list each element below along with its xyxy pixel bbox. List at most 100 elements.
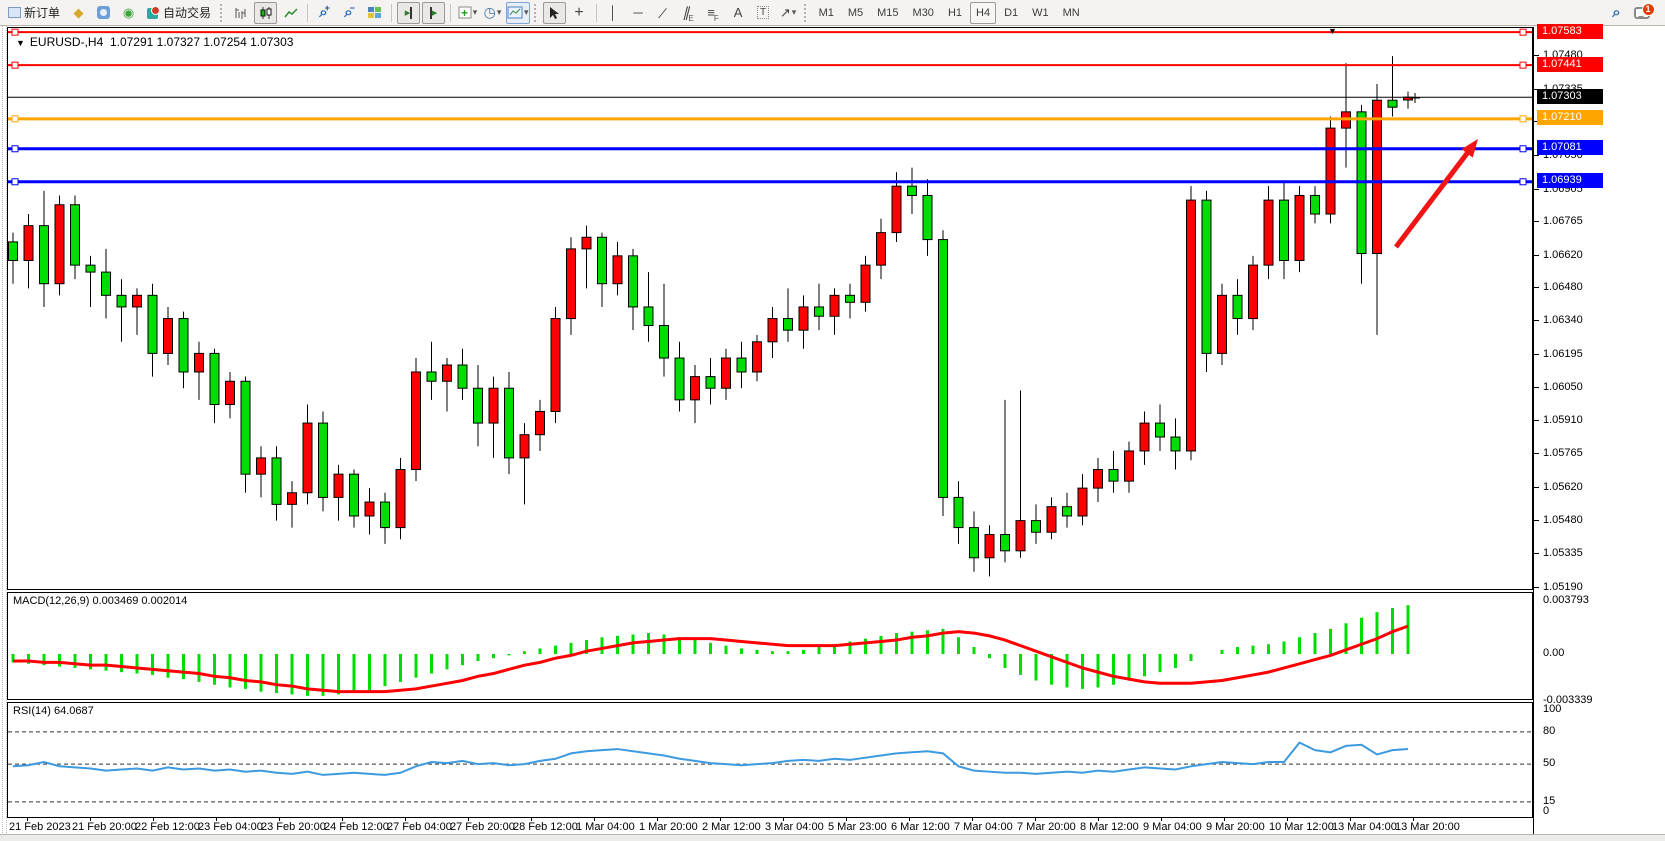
hline-handle[interactable]: [11, 145, 19, 153]
macd-chart: [11, 605, 1410, 696]
zoom-in-icon: ⌕: [319, 4, 328, 21]
timeframe-M1[interactable]: M1: [813, 2, 840, 24]
candlestick-chart[interactable]: [8, 28, 1532, 589]
price-tick-dash: [1534, 88, 1539, 90]
new-order-button[interactable]: 新订单: [3, 2, 65, 24]
time-tick: [1287, 818, 1288, 821]
price-tick-dash: [1534, 353, 1539, 355]
price-badge-1.07441: 1.07441: [1537, 56, 1603, 72]
text-label-icon: T: [757, 6, 770, 19]
chart-title: ▼ EURUSD-,H4 1.07291 1.07327 1.07254 1.07…: [16, 35, 293, 49]
hline-handle[interactable]: [1519, 61, 1527, 69]
timeframe-H4[interactable]: H4: [970, 1, 997, 24]
auto-trading-button[interactable]: 自动交易: [142, 2, 216, 24]
styler-button[interactable]: ◆: [67, 2, 90, 24]
price-tick-dash: [1534, 319, 1539, 321]
hline-handle[interactable]: [11, 28, 19, 36]
notifications-button[interactable]: 1: [1630, 2, 1655, 24]
notification-badge: 1: [1641, 2, 1655, 16]
trend-arrow[interactable]: [1394, 147, 1473, 249]
rsi-axis-label: 100: [1543, 703, 1562, 716]
candles: [8, 56, 1413, 577]
vertical-line-button[interactable]: │: [602, 2, 625, 24]
timeframe-M30[interactable]: M30: [907, 2, 940, 24]
timeframe-D1[interactable]: D1: [998, 2, 1024, 24]
tile-windows-button[interactable]: [363, 2, 386, 24]
price-tick-label: 1.05190: [1543, 580, 1583, 593]
hline-handle[interactable]: [1519, 145, 1527, 153]
clock-icon: ◷: [483, 4, 496, 20]
vertical-line-icon: │: [609, 5, 618, 20]
trendline-button[interactable]: ∕: [652, 2, 675, 24]
trend-arrow-head[interactable]: [1461, 139, 1478, 158]
crosshair-button[interactable]: +: [568, 2, 591, 24]
cursor-button[interactable]: [542, 1, 566, 24]
timeframe-W1[interactable]: W1: [1026, 2, 1055, 24]
horizontal-line-button[interactable]: ─: [627, 2, 650, 24]
auto-trading-label: 自动交易: [163, 6, 212, 20]
time-label: 5 Mar 23:00: [828, 821, 887, 833]
hline-handle[interactable]: [1519, 28, 1527, 36]
timeframe-bar: M1 M5 M15 M30 H1 H4 D1 W1 MN: [812, 1, 1087, 24]
price-tick-dash: [1534, 254, 1539, 256]
time-tick: [531, 818, 532, 821]
time-label: 7 Mar 04:00: [954, 821, 1013, 833]
price-tick-dash: [1534, 553, 1539, 555]
price-tick-label: 1.06195: [1543, 347, 1583, 360]
templates-button[interactable]: ▾: [506, 1, 530, 24]
price-tick-dash: [1534, 453, 1539, 455]
tile-windows-icon: [368, 7, 382, 18]
time-tick: [1161, 818, 1162, 821]
toolbar-separator: [595, 3, 597, 22]
time-tick: [279, 818, 280, 821]
text-label-button[interactable]: T: [752, 2, 775, 24]
price-tick-dash: [1534, 419, 1539, 421]
hline-handle[interactable]: [11, 178, 19, 186]
timeframe-M15[interactable]: M15: [871, 2, 904, 24]
timeframe-M5[interactable]: M5: [842, 2, 869, 24]
auto-scroll-button[interactable]: ▸: [397, 1, 421, 24]
macd-label: MACD(12,26,9) 0.003469 0.002014: [13, 595, 188, 607]
hline-handle[interactable]: [11, 115, 19, 123]
rsi-line: [12, 741, 1409, 776]
news-button[interactable]: ◉: [117, 2, 140, 24]
candlestick-chart-button[interactable]: [254, 1, 278, 24]
community-button[interactable]: [92, 2, 115, 24]
periods-button[interactable]: ◷ ▾: [481, 2, 504, 24]
hline-handle[interactable]: [11, 61, 19, 69]
price-tick-label: 1.06620: [1543, 248, 1583, 261]
price-tick-dash: [1534, 55, 1539, 57]
hline-handle[interactable]: [1519, 178, 1527, 186]
indicators-button[interactable]: + ▾: [456, 2, 479, 24]
arrows-button[interactable]: ↗ ▾: [777, 2, 800, 24]
price-tick-label: 1.06480: [1543, 281, 1583, 294]
hline-handle[interactable]: [1519, 115, 1527, 123]
time-tick: [468, 818, 469, 821]
timeframe-H1[interactable]: H1: [942, 2, 968, 24]
timeframe-MN[interactable]: MN: [1057, 2, 1086, 24]
price-chart-panel[interactable]: ▼ EURUSD-,H4 1.07291 1.07327 1.07254 1.07…: [7, 27, 1533, 590]
time-tick: [846, 818, 847, 821]
scroll-end-marker-icon: ▼: [1328, 26, 1337, 36]
time-tick: [1224, 818, 1225, 821]
macd-panel[interactable]: MACD(12,26,9) 0.003469 0.002014: [7, 592, 1533, 700]
zoom-out-button[interactable]: ⌕ −: [338, 2, 361, 24]
horizontal-line-icon: ─: [633, 5, 643, 20]
text-button[interactable]: A: [727, 2, 750, 24]
price-tick-label: 1.05620: [1543, 481, 1583, 494]
time-tick: [783, 818, 784, 821]
window-edge-gutter: [0, 26, 7, 841]
zoom-in-button[interactable]: ⌕ +: [313, 2, 336, 24]
line-chart-button[interactable]: [279, 2, 302, 24]
search-button[interactable]: ⌕: [1605, 2, 1628, 24]
time-label: 28 Feb 12:00: [513, 821, 578, 833]
chart-shift-button[interactable]: ▸: [422, 1, 446, 24]
fibonacci-button[interactable]: ≡ F: [702, 2, 725, 24]
price-tick-dash: [1534, 487, 1539, 489]
search-icon: ⌕: [1612, 4, 1621, 21]
price-tick-dash: [1534, 121, 1539, 123]
rsi-panel[interactable]: RSI(14) 64.0687: [7, 702, 1533, 818]
bar-chart-button[interactable]: [229, 2, 252, 24]
toolbar-grip: [220, 3, 225, 22]
equidistant-channel-button[interactable]: ∥ E: [677, 2, 700, 24]
